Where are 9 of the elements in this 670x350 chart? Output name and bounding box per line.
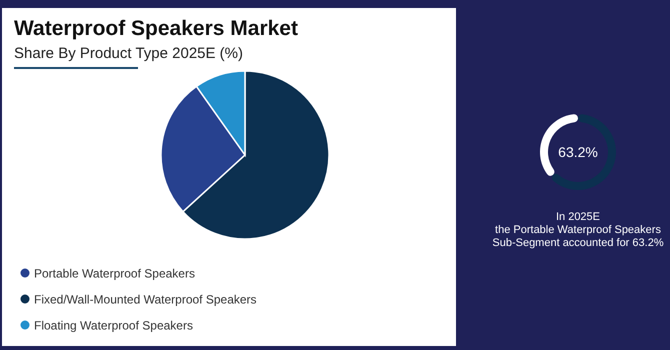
legend-label: Fixed/Wall-Mounted Waterproof Speakers bbox=[34, 292, 257, 306]
text: Sub-Segment accounted for 63.2% bbox=[492, 237, 664, 249]
chart-title: Waterproof Speakers Market bbox=[14, 17, 298, 40]
text: the Portable Waterproof Speakers bbox=[495, 224, 662, 236]
text: In 2025E bbox=[556, 211, 600, 223]
data-label: 63.2% bbox=[558, 144, 598, 160]
legend-label: Floating Waterproof Speakers bbox=[34, 318, 193, 332]
chart-subtitle: Share By Product Type 2025E (%) bbox=[14, 45, 244, 62]
legend-label: Portable Waterproof Speakers bbox=[34, 266, 195, 280]
